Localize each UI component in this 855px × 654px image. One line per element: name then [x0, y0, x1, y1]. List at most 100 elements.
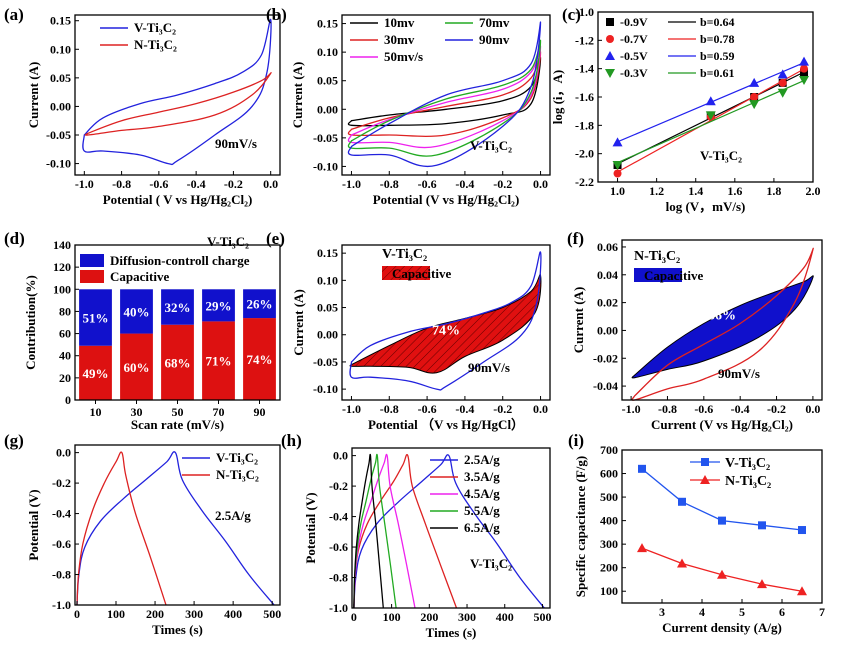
x-tick-label: 0: [74, 607, 80, 621]
y-tick-label: -1.8: [575, 118, 594, 132]
y-tick-label: -1.6: [575, 90, 594, 104]
series-line: [347, 45, 542, 149]
panel-label-i: (i): [568, 431, 584, 450]
legend-swatch: [382, 266, 430, 280]
legend-label: Capacitive: [644, 268, 703, 283]
bar-segment: [161, 324, 194, 400]
bar-segment: [79, 289, 112, 346]
y-tick-label: -1.2: [575, 33, 594, 47]
y-tick-label: 0.15: [50, 14, 71, 28]
y-tick-label: -0.8: [329, 571, 348, 585]
x-tick-label: 1.6: [727, 184, 742, 198]
fit-line: [617, 80, 805, 164]
legend-label: -0.9V: [620, 15, 648, 29]
legend-label: 6.5A/g: [464, 520, 500, 535]
y-tick-label: -0.02: [593, 351, 618, 365]
x-tick-label: -1.0: [75, 177, 94, 191]
legend-label: 2.5A/g: [464, 452, 500, 467]
y-tick-label: 0.10: [50, 42, 71, 56]
x-tick-label: -0.2: [224, 177, 243, 191]
x-tick-label: 5: [739, 605, 745, 619]
bar-label: 32%: [165, 300, 191, 315]
panel-title: V-Ti₃C₂: [382, 247, 427, 262]
data-point: [613, 169, 622, 178]
plot-frame: [341, 14, 551, 176]
y-tick-label: 80: [59, 304, 71, 318]
annotation: 90mV/s: [718, 366, 760, 381]
y-tick-label: 0.05: [317, 74, 338, 88]
y-tick-label: 0.00: [317, 328, 338, 342]
panel-f: N-Ti₃C₂ Capacitive 66% 90mV/s -1.0 -0.8 -0.6 -0…: [571, 239, 823, 432]
plot-frame: [621, 449, 823, 604]
data-point: [678, 497, 686, 506]
data-point: [705, 111, 716, 121]
x-axis-label: Potential (V vs Hg/Hg₂Cl₂): [373, 192, 520, 207]
panel-label-c: (c): [562, 5, 581, 24]
panel-label-a: (a): [4, 5, 24, 24]
y-tick-label: 200: [600, 561, 618, 575]
bar-segment: [243, 289, 276, 319]
bar-segment: [202, 321, 235, 400]
data-point: [612, 137, 623, 147]
x-tick-label: -0.8: [112, 177, 131, 191]
x-tick-label: 500: [263, 607, 281, 621]
x-tick-label: -0.2: [493, 402, 512, 416]
panel-d: 49% 51% 10 60% 40% 30 68% 32% 50 71% 29% 70 74% 26% 90…: [23, 234, 281, 432]
y-tick-label: 300: [600, 537, 618, 551]
series-line: [347, 51, 542, 138]
y-tick-label: 0.00: [317, 102, 338, 116]
x-tick-label: -0.8: [658, 402, 677, 416]
data-point: [778, 78, 787, 87]
y-axis-label: Current (A): [291, 289, 306, 356]
x-tick-label: -0.8: [380, 402, 399, 416]
bar-label: 49%: [83, 366, 109, 381]
x-tick-label: -1.0: [622, 402, 641, 416]
x-tick-label: 4: [699, 605, 705, 619]
y-axis-label: Specific capacitance (F/g): [573, 456, 588, 598]
x-tick-label: -0.4: [455, 177, 474, 191]
x-tick-label: 100: [107, 607, 125, 621]
series-line: [347, 39, 542, 157]
series-line: [641, 547, 803, 592]
data-point: [799, 76, 810, 85]
annotation: 2.5A/g: [215, 508, 251, 523]
x-tick-label: -0.6: [418, 177, 437, 191]
y-tick-label: -0.6: [329, 540, 348, 554]
y-axis-label: Current (A): [290, 62, 305, 129]
panel-label-b: (b): [266, 5, 287, 24]
y-tick-label: 0.05: [317, 301, 338, 315]
x-tick-label: 2.0: [806, 184, 821, 198]
series-line: [353, 453, 397, 609]
y-tick-label: 0.0: [56, 446, 71, 460]
data-point: [637, 543, 647, 553]
x-tick-label: 200: [146, 607, 164, 621]
plot-frame: [74, 14, 281, 176]
legend-label: V-Ti₃C₂: [216, 450, 258, 465]
legend-swatch: [80, 270, 104, 283]
x-axis-label: Potential ( V vs Hg/Hg₂Cl₂): [103, 192, 253, 207]
y-axis-label: log (i，A): [550, 70, 565, 125]
data-point: [757, 579, 767, 589]
data-point: [800, 64, 809, 73]
legend-label: Capacitive: [110, 269, 169, 284]
data-point: [777, 88, 788, 98]
x-tick-label: -0.6: [694, 402, 713, 416]
legend-label: 70mv: [479, 15, 510, 30]
x-tick-label: -0.6: [149, 177, 168, 191]
data-point: [612, 161, 623, 170]
x-axis-label: Scan rate (mV/s): [131, 417, 224, 432]
plot-frame: [351, 447, 551, 609]
panel-h: 2.5A/g 3.5A/g 4.5A/g 5.5A/g 6.5A/g V-Ti₃C₂ 0 10…: [303, 447, 551, 640]
annotation: V-Ti₃C₂: [207, 234, 249, 249]
y-tick-label: 400: [600, 514, 618, 528]
legend-label: -0.7V: [620, 32, 648, 46]
legend-label: 10mv: [384, 15, 415, 30]
legend-label: 50mv/s: [384, 49, 423, 64]
legend-marker: [700, 475, 710, 484]
x-tick-label: 300: [458, 610, 476, 624]
bar-label: 60%: [124, 360, 150, 375]
y-tick-label: -0.6: [52, 537, 71, 551]
legend-label: 3.5A/g: [464, 469, 500, 484]
y-tick-label: -0.05: [46, 128, 71, 142]
